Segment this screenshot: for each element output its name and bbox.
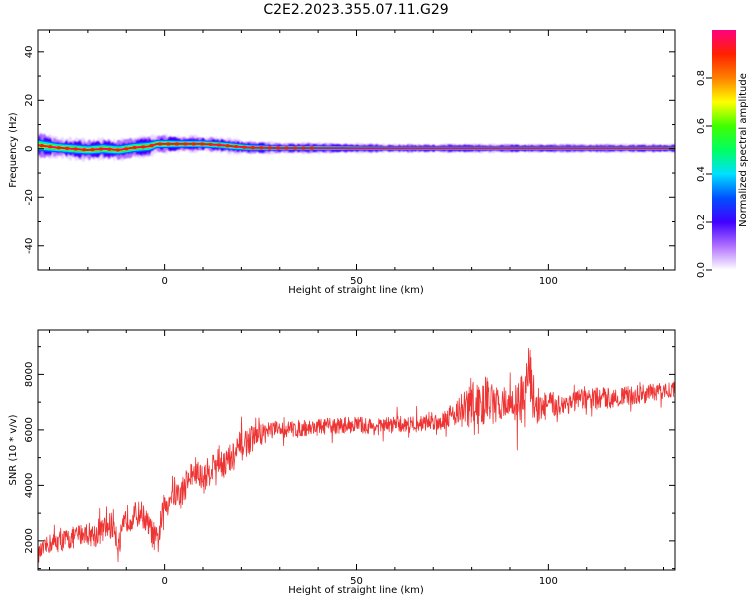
spectrogram-peak xyxy=(81,148,87,152)
spectrogram-peak xyxy=(233,144,239,149)
spectrogram-peak xyxy=(284,146,289,150)
colorbar-ticks: 0.0 0.2 0.4 0.6 0.8 xyxy=(696,70,712,278)
spectrogram-peak xyxy=(90,148,95,152)
spectrogram-peak xyxy=(309,146,315,150)
spectrogram-y-ticks: 40 20 0 -20 -40 xyxy=(24,45,675,271)
spectrogram-peak xyxy=(73,147,78,151)
spectrogram-y-label: Frequency (Hz) xyxy=(8,112,19,188)
x-tick-label: 50 xyxy=(350,276,363,287)
snr-x-label: Height of straight line (km) xyxy=(288,585,424,596)
spectrogram-peak xyxy=(48,145,53,149)
spectrogram-x-label: Height of straight line (km) xyxy=(288,285,424,296)
x-tick-label: 0 xyxy=(161,576,167,587)
spectrogram-peak xyxy=(166,142,171,146)
snr-plot-area xyxy=(38,330,675,570)
spectrogram-peak xyxy=(183,142,188,146)
colorbar-tick-label: 0.4 xyxy=(696,166,707,182)
spectrogram-peak xyxy=(276,146,281,150)
y-tick-label: -20 xyxy=(24,189,35,205)
y-tick-label: 0 xyxy=(24,146,35,152)
spectrogram-panel: 0 50 100 40 20 0 -20 -40 Height of straight li… xyxy=(8,29,676,296)
snr-series-line xyxy=(38,347,675,563)
spectrogram-peak xyxy=(250,146,256,150)
colorbar-label: Normalized spectral amplitude xyxy=(738,73,749,227)
spectrogram-peak xyxy=(140,145,146,149)
y-tick-label: 8000 xyxy=(24,362,35,387)
spectrogram-peak xyxy=(259,146,264,150)
spectrogram-peak xyxy=(149,144,154,148)
snr-y-label: SNR (10 * v/v) xyxy=(8,414,19,485)
x-tick-label: 100 xyxy=(539,576,558,587)
spectrogram-peak xyxy=(64,146,70,150)
snr-panel: 0 50 100 2000 4000 6000 8000 Height of straig… xyxy=(8,329,676,596)
figure-title: C2E2.2023.355.07.11.G29 xyxy=(263,2,448,18)
colorbar-tick-label: 0.2 xyxy=(696,214,707,230)
spectrogram-peak xyxy=(292,146,298,150)
colorbar-tick-label: 0.8 xyxy=(696,70,707,86)
spectrogram-peak xyxy=(216,143,222,147)
spectrogram-peak xyxy=(157,142,163,146)
colorbar: 0.0 0.2 0.4 0.6 0.8 Normalized spectral ampl… xyxy=(696,30,749,278)
spectrogram-peak xyxy=(242,145,247,149)
spectrogram-peak xyxy=(200,142,205,146)
x-tick-label: 0 xyxy=(161,276,167,287)
y-tick-label: 40 xyxy=(24,45,35,58)
spectrogram-peak xyxy=(191,142,196,146)
colorbar-bar xyxy=(712,30,736,270)
snr-x-ticks: 0 50 100 xyxy=(49,330,664,587)
spectrogram-x-ticks: 0 50 100 xyxy=(49,30,664,287)
y-tick-label: 6000 xyxy=(24,417,35,442)
x-tick-label: 50 xyxy=(350,576,363,587)
spectrogram-peak xyxy=(107,147,112,151)
x-tick-label: 100 xyxy=(539,276,558,287)
y-tick-label: -40 xyxy=(24,238,35,254)
spectrogram-peak xyxy=(39,144,45,148)
spectrogram-peak xyxy=(56,146,61,150)
spectrogram-peak xyxy=(98,147,104,151)
colorbar-tick-label: 0.6 xyxy=(696,118,707,134)
spectrogram-peak xyxy=(225,144,230,148)
spectrogram-peak xyxy=(174,142,180,146)
spectrogram-peak xyxy=(208,142,213,147)
spectrogram-peak xyxy=(301,146,306,150)
spectrogram-peak xyxy=(124,147,129,151)
snr-y-ticks: 2000 4000 6000 8000 xyxy=(24,346,675,570)
y-tick-label: 4000 xyxy=(24,473,35,498)
spectrogram-peak xyxy=(132,145,137,150)
spectrogram-peak xyxy=(267,146,272,150)
y-tick-label: 2000 xyxy=(24,528,35,553)
spectrogram-peak xyxy=(115,148,121,152)
y-tick-label: 20 xyxy=(24,94,35,107)
spectrogram-ridge xyxy=(38,130,675,162)
colorbar-tick-label: 0.0 xyxy=(696,262,707,278)
